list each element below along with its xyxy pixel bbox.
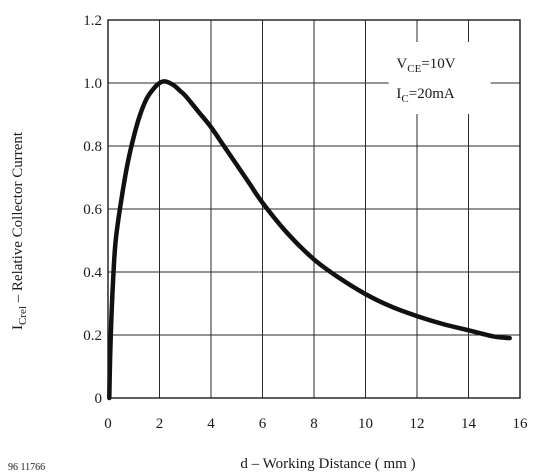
- y-tick-label: 0.4: [83, 265, 102, 281]
- y-tick-label: 0.6: [83, 202, 102, 218]
- annotation-line: IC=20mA: [396, 86, 454, 105]
- x-tick-labels: 0 2 4 6 8 10 12 14 16: [104, 416, 528, 432]
- x-tick-label: 6: [259, 416, 267, 432]
- y-tick-label: 0.8: [83, 139, 102, 155]
- x-tick-label: 16: [513, 416, 529, 432]
- annotation-background: [388, 42, 491, 114]
- figure-id: 96 11766: [8, 462, 45, 473]
- annotation-line: VCE=10V: [396, 56, 455, 75]
- x-tick-label: 2: [156, 416, 164, 432]
- x-tick-label: 4: [207, 416, 215, 432]
- y-tick-label: 1.2: [83, 13, 102, 29]
- y-tick-label: 1.0: [83, 76, 102, 92]
- series-group: [107, 79, 512, 401]
- y-tick-label: 0.2: [83, 328, 102, 344]
- x-tick-label: 8: [310, 416, 318, 432]
- x-tick-label: 14: [461, 416, 477, 432]
- y-tick-labels: 0 0.2 0.4 0.6 0.8 1.0 1.2: [83, 13, 102, 407]
- series-line: [107, 79, 512, 401]
- plot-frame: [107, 19, 521, 399]
- y-axis-label: ICrel – Relative Collector Current: [10, 131, 29, 330]
- annotation-box: VCE=10V IC=20mA: [388, 42, 491, 114]
- x-tick-label: 10: [358, 416, 373, 432]
- x-axis-label: d – Working Distance ( mm ): [240, 456, 415, 472]
- x-tick-label: 12: [410, 416, 425, 432]
- y-tick-label: 0: [95, 391, 103, 407]
- x-tick-label: 0: [104, 416, 112, 432]
